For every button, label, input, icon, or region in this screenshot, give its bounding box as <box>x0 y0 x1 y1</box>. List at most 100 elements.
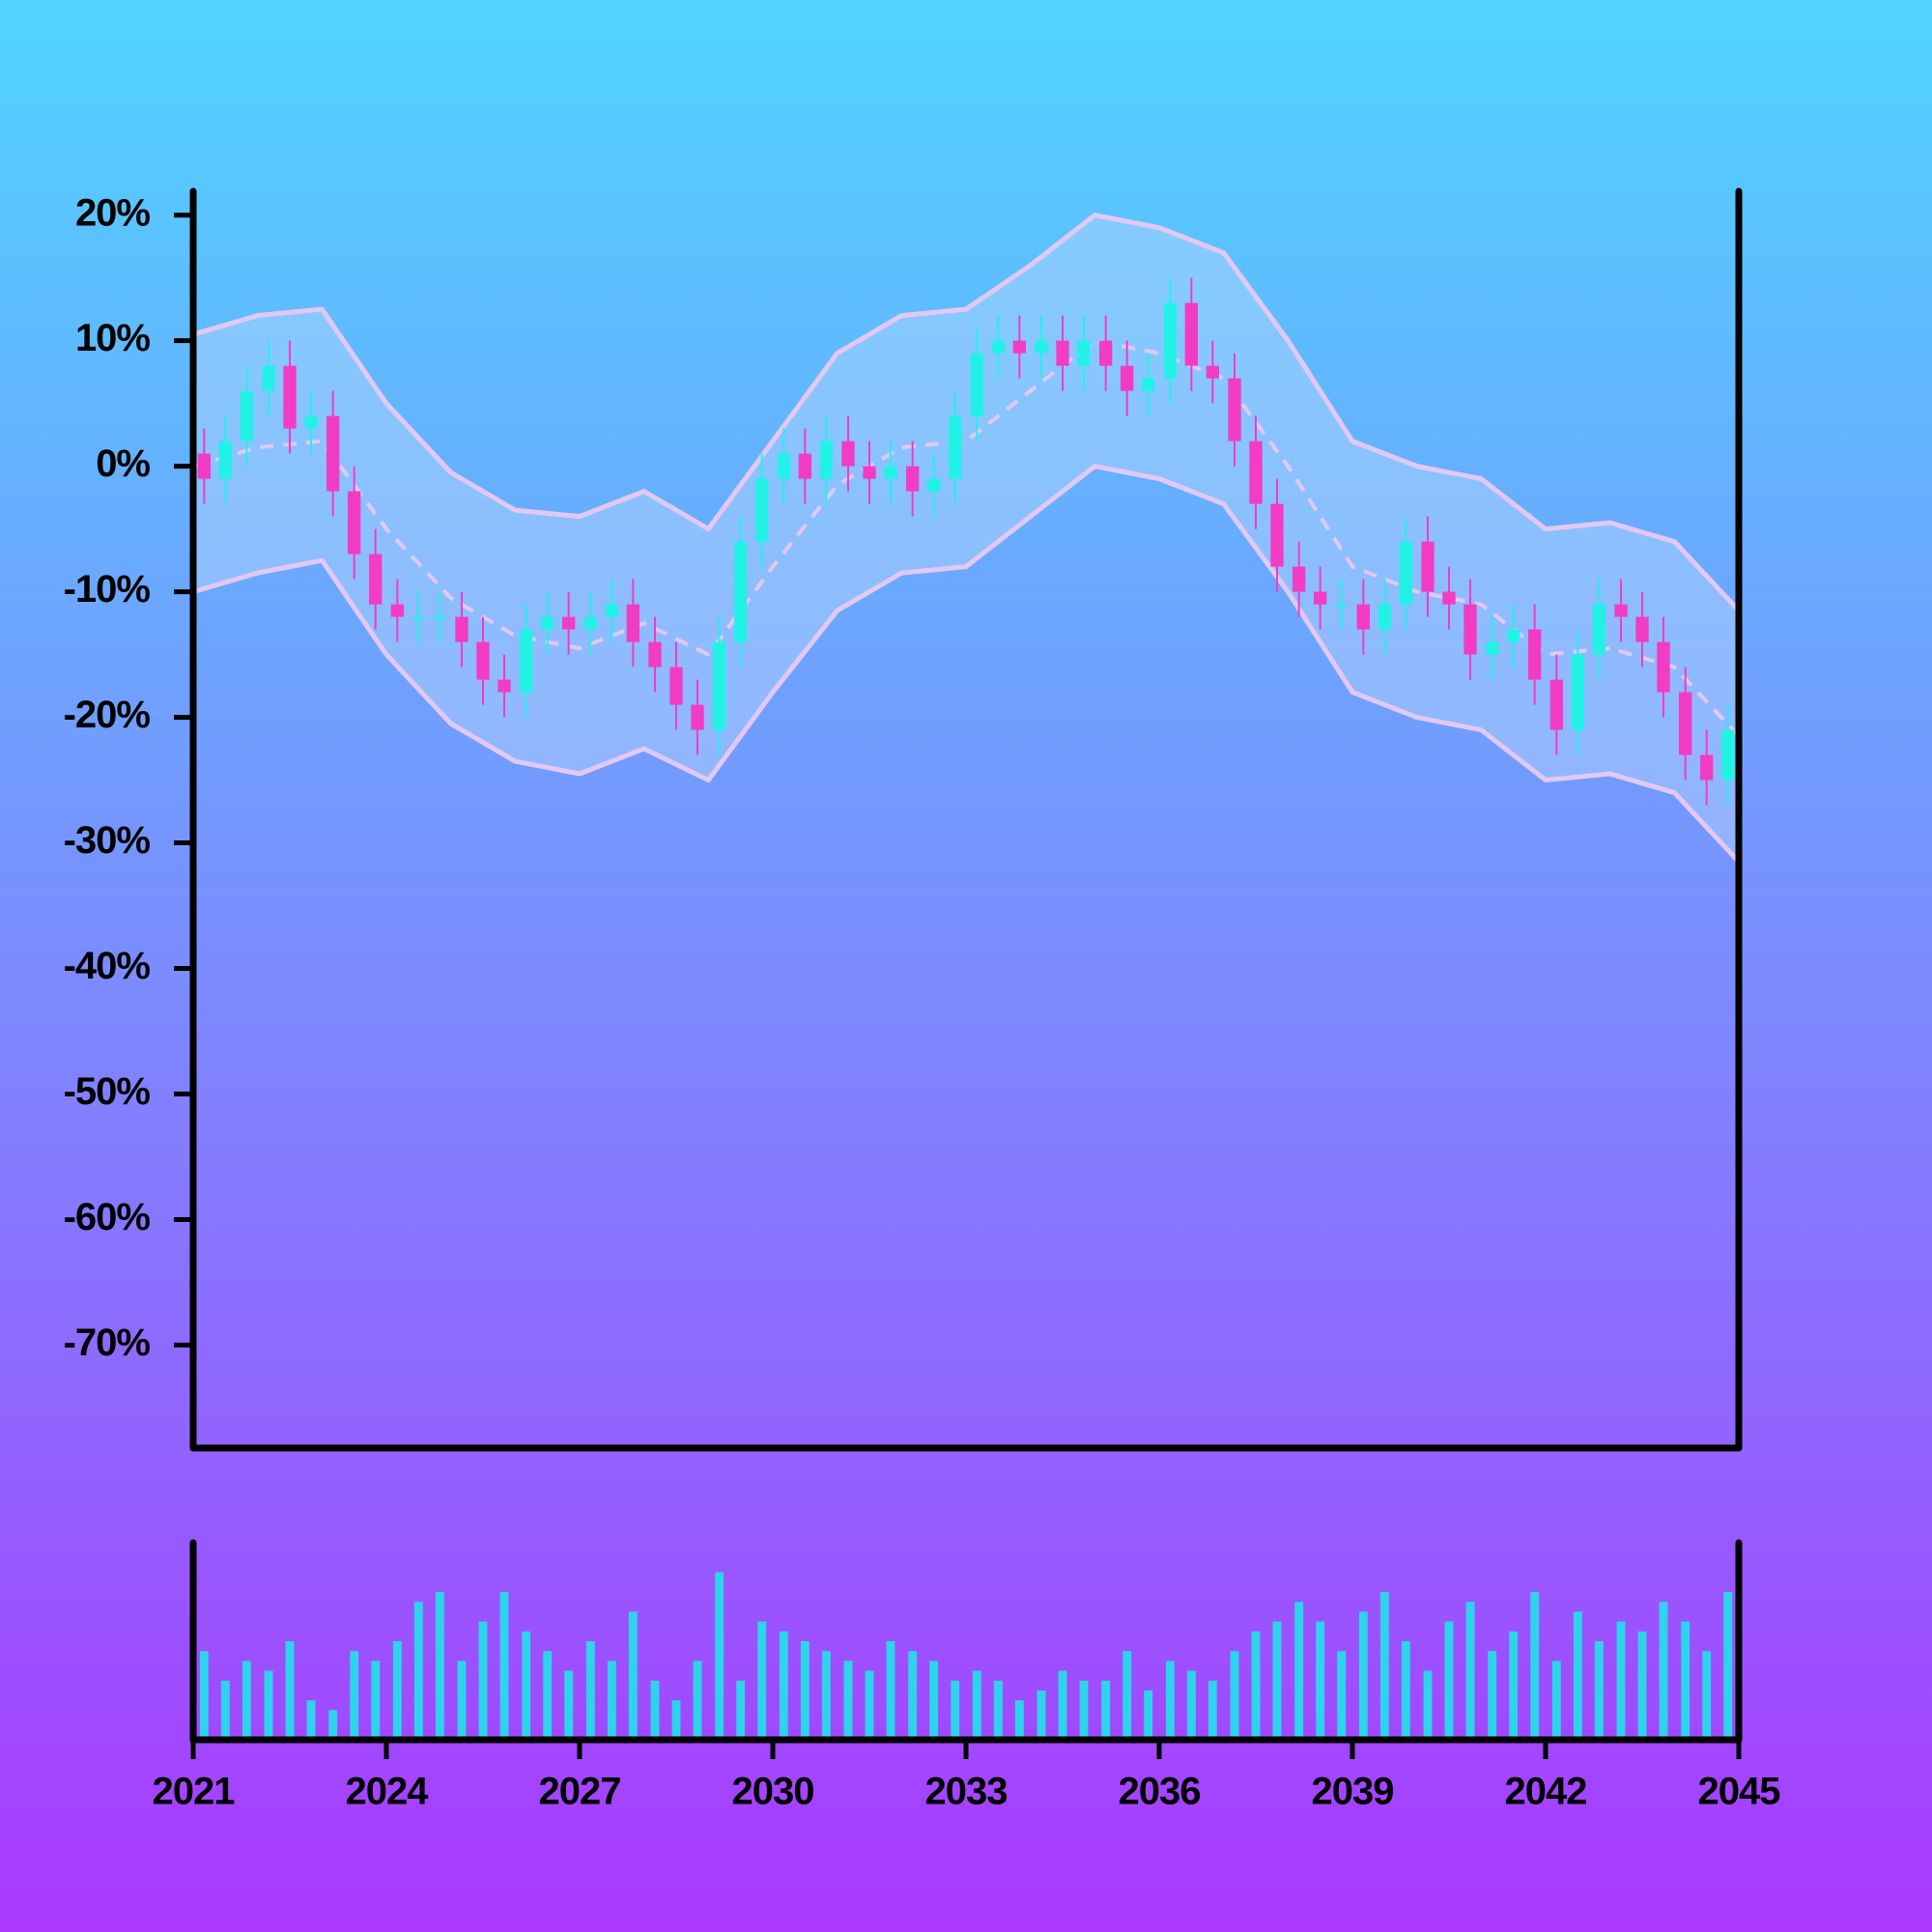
candle-body <box>1614 604 1628 617</box>
candle-body <box>1549 679 1563 730</box>
volume-bar <box>1122 1651 1132 1740</box>
x-tick-label: 2021 <box>153 1771 236 1813</box>
x-tick-label: 2045 <box>1698 1771 1781 1813</box>
candle-body <box>863 466 876 479</box>
candle-body <box>390 604 404 617</box>
volume-bar <box>543 1651 553 1740</box>
volume-frame <box>189 1539 1743 1744</box>
volume-bar <box>1294 1602 1304 1740</box>
volume-bar <box>951 1680 960 1740</box>
candle-body <box>369 554 383 605</box>
volume-bar <box>1037 1690 1046 1740</box>
candle-body <box>1163 302 1177 379</box>
volume-bar <box>1723 1592 1733 1740</box>
volume-bar <box>1251 1631 1261 1740</box>
y-tick-label: -30% <box>64 819 151 862</box>
volume-bar <box>350 1651 359 1740</box>
candle-body <box>583 616 597 630</box>
volume-bar <box>371 1661 381 1740</box>
y-tick-label: 20% <box>75 191 150 234</box>
candle-body <box>605 604 618 617</box>
volume-bar <box>1230 1651 1239 1740</box>
band-upper <box>192 213 1741 612</box>
candle-body <box>1314 591 1327 605</box>
x-tick-label: 2033 <box>925 1771 1008 1813</box>
candle-body <box>648 641 662 668</box>
candle-body <box>777 453 790 479</box>
volume-bar <box>715 1572 724 1740</box>
candle-body <box>819 440 833 479</box>
volume-bar <box>821 1651 831 1740</box>
candle-body <box>1486 641 1499 655</box>
y-tick-label: 10% <box>75 317 150 359</box>
candle-body <box>1206 365 1219 379</box>
volume-bar <box>1014 1700 1024 1740</box>
candle-body <box>1099 340 1113 366</box>
candle-body <box>1635 616 1649 642</box>
volume-bar <box>736 1680 746 1740</box>
volume-bar <box>671 1700 681 1740</box>
candle-body <box>1228 378 1241 441</box>
y-tick-label: -60% <box>64 1196 151 1238</box>
volume-bar <box>564 1670 574 1740</box>
y-tick-label: -40% <box>64 945 151 987</box>
candle-body <box>1657 641 1670 693</box>
x-tick-label: 2042 <box>1505 1771 1587 1813</box>
volume-bar <box>1144 1690 1153 1740</box>
candle-body <box>348 491 361 554</box>
x-tick-label: 2024 <box>346 1771 430 1813</box>
candle-body <box>1399 541 1412 605</box>
volume-bar <box>993 1680 1003 1740</box>
volume-bar <box>1101 1680 1111 1740</box>
volume-bar <box>1465 1602 1475 1740</box>
volume-bar <box>1379 1592 1389 1740</box>
price-panel <box>192 213 1741 864</box>
candle-body <box>970 353 983 416</box>
volume-bar <box>1681 1621 1690 1740</box>
candle-body <box>240 390 253 441</box>
candle-body <box>1270 503 1284 567</box>
candle-body <box>218 440 232 479</box>
candle-body <box>1700 754 1714 781</box>
band-area <box>193 214 1739 863</box>
y-tick-label: -50% <box>64 1070 151 1113</box>
axes: 20% 10% 0% -10% -20% -30% -40% -50% -60% -70% 2021… <box>64 187 1781 1813</box>
volume-bar <box>220 1680 230 1740</box>
candle-body <box>884 466 897 479</box>
volume-bar <box>264 1670 273 1740</box>
candle-body <box>1442 591 1456 605</box>
candle-body <box>1592 604 1605 655</box>
volume-bar <box>1702 1651 1712 1740</box>
x-tick-label: 2039 <box>1312 1771 1394 1813</box>
volume-bar <box>1509 1631 1519 1740</box>
volume-bar <box>1551 1661 1561 1740</box>
volume-bar <box>843 1661 853 1740</box>
candle-body <box>841 440 855 467</box>
candle-body <box>734 541 748 642</box>
volume-bar <box>1423 1670 1433 1740</box>
candle-body <box>798 453 811 479</box>
candle-body <box>1056 340 1069 366</box>
candle-body <box>1421 541 1435 592</box>
volume-bar <box>522 1631 531 1740</box>
volume-bar <box>607 1661 616 1740</box>
candle-body <box>755 478 769 542</box>
volume-bar <box>1272 1621 1282 1740</box>
candle-body <box>562 616 576 630</box>
volume-bar <box>585 1641 595 1740</box>
y-tick-label: 0% <box>96 442 150 485</box>
volume-bar <box>457 1661 467 1740</box>
volume-bar <box>1165 1661 1175 1740</box>
volume-bar <box>800 1641 810 1740</box>
volume-bar <box>1058 1670 1067 1740</box>
candle-body <box>1507 629 1520 642</box>
candle-body <box>1378 604 1391 630</box>
candle-body <box>433 616 446 619</box>
volume-bar <box>413 1602 423 1740</box>
volume-bar <box>1337 1651 1347 1740</box>
y-tick-label: -10% <box>64 568 151 611</box>
y-tick-label: -70% <box>64 1321 151 1364</box>
candle-body <box>455 616 469 642</box>
candle-body <box>669 667 683 705</box>
